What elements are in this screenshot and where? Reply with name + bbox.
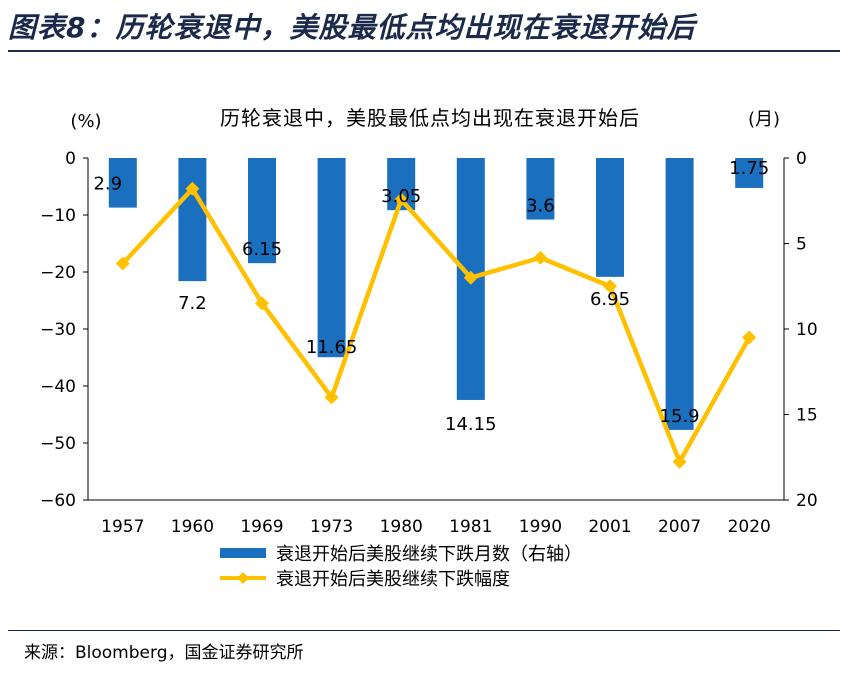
bar <box>735 158 764 188</box>
line-series <box>121 186 752 465</box>
right-axis-unit: (月) <box>748 109 780 130</box>
right-tick-label: 20 <box>796 491 818 511</box>
legend-swatch-bar <box>220 548 266 558</box>
figure-title: 图表8：历轮衰退中，美股最低点均出现在衰退开始后 <box>8 11 696 44</box>
chart-title: 历轮衰退中，美股最低点均出现在衰退开始后 <box>220 106 640 130</box>
source-note: 来源：Bloomberg，国金证券研究所 <box>24 643 304 663</box>
title-divider <box>8 50 840 52</box>
x-tick-label: 1960 <box>171 517 214 537</box>
right-tick-label: 5 <box>796 235 807 255</box>
left-tick-label: −20 <box>40 263 76 283</box>
bar <box>526 158 555 220</box>
bar-data-label: 3.6 <box>526 196 555 217</box>
x-tick-label: 1957 <box>101 517 144 537</box>
bar <box>108 158 137 208</box>
bar <box>248 158 276 264</box>
line-marker <box>463 270 478 285</box>
legend-swatch-marker <box>237 572 249 584</box>
bar-data-label: 6.15 <box>242 239 282 260</box>
x-tick-label: 2007 <box>658 517 701 537</box>
bar <box>178 158 207 282</box>
left-axis-unit: (%) <box>70 111 101 132</box>
line-marker <box>533 250 548 265</box>
line-marker <box>672 454 687 469</box>
left-tick-label: −10 <box>40 206 76 226</box>
bar-data-label: 11.65 <box>306 337 358 358</box>
right-tick-label: 0 <box>796 149 807 169</box>
bar <box>596 158 624 277</box>
left-tick-label: −40 <box>40 377 76 397</box>
plot-area: 0 −10 −20 −30 −40 −50 −60 0 5 10 15 20 1957 1960 1969 1… <box>40 149 818 537</box>
left-tick-label: 0 <box>65 149 76 169</box>
line-marker <box>324 390 339 405</box>
line-marker <box>603 279 617 294</box>
bar <box>317 158 346 358</box>
line-marker <box>394 192 409 207</box>
left-tick-label: −60 <box>40 491 76 511</box>
x-tick-label: 2001 <box>588 517 631 537</box>
bar-data-label: 15.9 <box>660 406 700 427</box>
legend-label-bar: 衰退开始后美股继续下跌月数（右轴） <box>276 544 582 565</box>
x-tick-label: 1969 <box>240 517 283 537</box>
line-marker <box>115 256 130 271</box>
bar <box>665 158 694 430</box>
bar-data-label: 6.95 <box>590 289 630 310</box>
line-marker <box>255 296 269 311</box>
x-tick-label: 1973 <box>310 517 353 537</box>
source-divider <box>8 630 840 631</box>
x-tick-label: 2020 <box>728 517 771 537</box>
bar-data-label: 7.2 <box>178 293 207 314</box>
bar-data-label: 2.9 <box>93 174 122 195</box>
x-tick-label: 1980 <box>380 517 423 537</box>
legend-label-line: 衰退开始后美股继续下跌幅度 <box>276 569 510 590</box>
line-marker <box>742 330 757 345</box>
line-marker <box>185 181 200 196</box>
bar-data-label: 3.05 <box>381 186 421 207</box>
right-tick-label: 15 <box>796 406 818 426</box>
left-tick-label: −30 <box>40 320 76 340</box>
left-tick-label: −50 <box>40 434 76 454</box>
x-tick-label: 1981 <box>449 517 492 537</box>
x-tick-label: 1990 <box>519 517 562 537</box>
bar-data-label: 14.15 <box>445 414 497 435</box>
legend: 衰退开始后美股继续下跌月数（右轴） 衰退开始后美股继续下跌幅度 <box>220 544 582 590</box>
right-tick-label: 10 <box>796 320 818 340</box>
bar-data-label: 1.75 <box>729 158 769 179</box>
